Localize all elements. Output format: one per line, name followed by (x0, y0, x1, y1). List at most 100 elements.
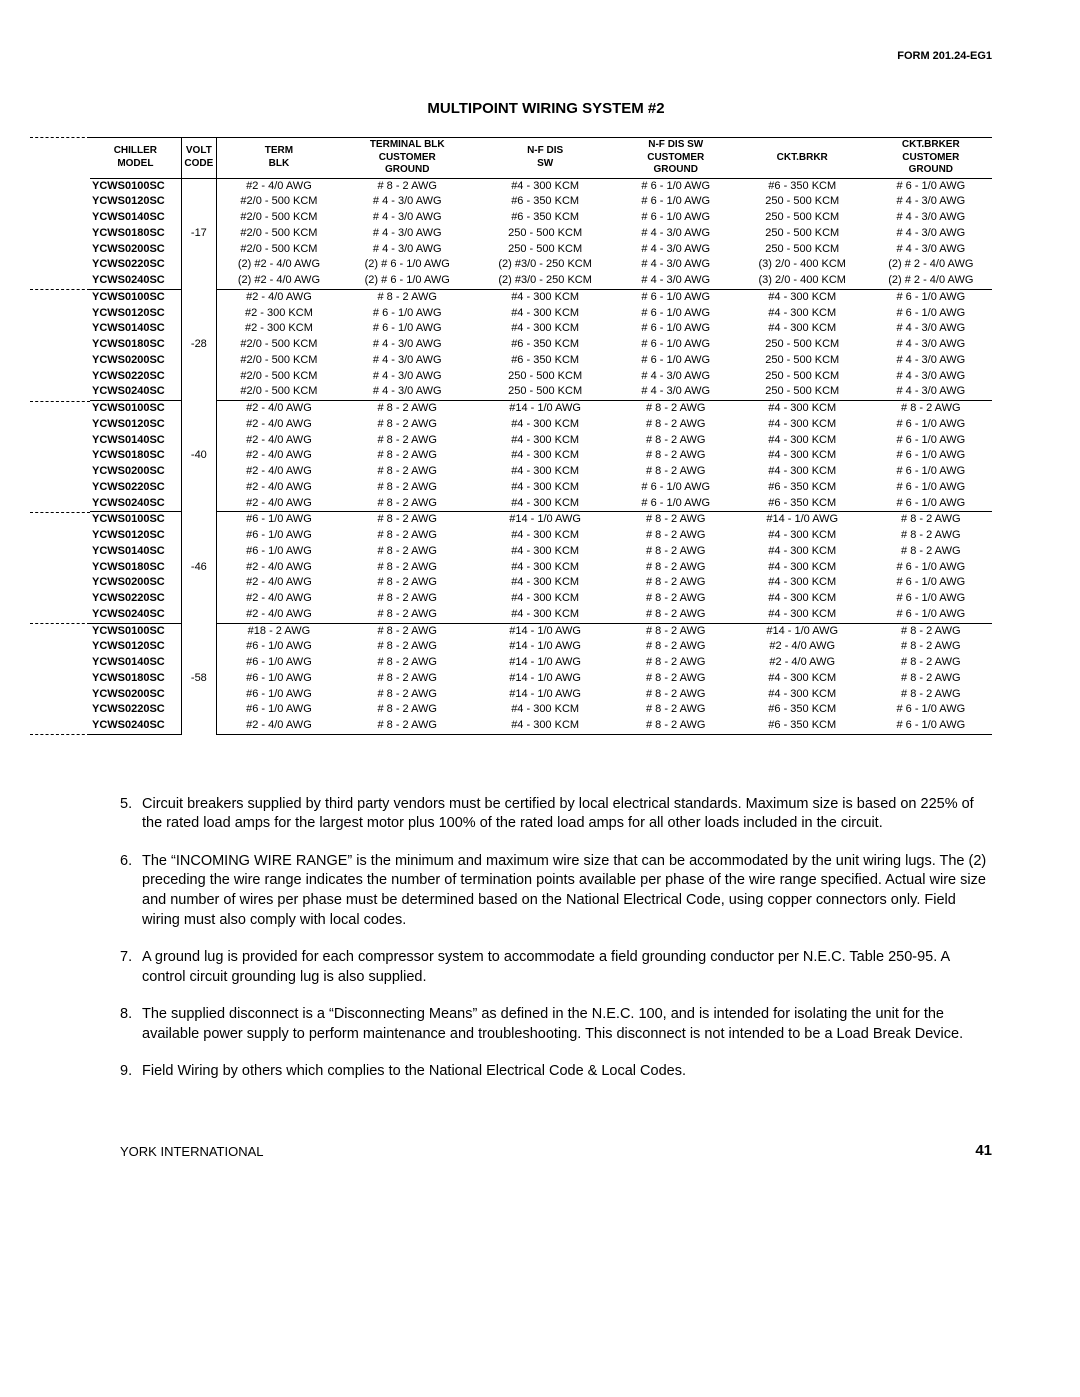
cell-value: 250 - 500 KCM (735, 369, 870, 385)
col-header: N-F DIS SWCUSTOMERGROUND (617, 138, 735, 179)
cell-value: #6 - 350 KCM (735, 178, 870, 194)
cell-value: #4 - 300 KCM (735, 575, 870, 591)
cell-value: #6 - 350 KCM (474, 353, 617, 369)
cell-value: #4 - 300 KCM (474, 718, 617, 734)
cell-model: YCWS0240SC (90, 718, 181, 734)
cell-model: YCWS0200SC (90, 353, 181, 369)
cell-value: # 4 - 3/0 AWG (617, 384, 735, 400)
dash-marker (30, 734, 90, 735)
note-text: The “INCOMING WIRE RANGE” is the minimum… (142, 852, 992, 930)
cell-value: # 4 - 3/0 AWG (617, 257, 735, 273)
cell-model: YCWS0140SC (90, 433, 181, 449)
cell-value: # 8 - 2 AWG (617, 401, 735, 417)
cell-value: 250 - 500 KCM (735, 353, 870, 369)
table-row: YCWS0120SC#6 - 1/0 AWG# 8 - 2 AWG#14 - 1… (90, 639, 992, 655)
table-row: YCWS0240SC#2 - 4/0 AWG# 8 - 2 AWG#4 - 30… (90, 607, 992, 623)
cell-value: # 8 - 2 AWG (341, 496, 474, 512)
cell-value: # 8 - 2 AWG (617, 607, 735, 623)
page-title: MULTIPOINT WIRING SYSTEM #2 (100, 100, 992, 117)
cell-model: YCWS0220SC (90, 591, 181, 607)
cell-value: #14 - 1/0 AWG (474, 655, 617, 671)
cell-value: # 6 - 1/0 AWG (870, 480, 992, 496)
form-id: FORM 201.24-EG1 (897, 50, 992, 62)
cell-model: YCWS0180SC (90, 448, 181, 464)
cell-value: #2 - 4/0 AWG (735, 639, 870, 655)
cell-value: # 6 - 1/0 AWG (870, 560, 992, 576)
table-row: YCWS0240SC #2 - 4/0 AWG # 8 - 2 AWG#4 - 30… (90, 718, 992, 734)
cell-value: #4 - 300 KCM (735, 687, 870, 703)
cell-model: YCWS0200SC (90, 464, 181, 480)
cell-value: # 4 - 3/0 AWG (341, 369, 474, 385)
cell-model: YCWS0100SC (90, 512, 181, 528)
cell-value: 250 - 500 KCM (735, 337, 870, 353)
cell-value: # 8 - 2 AWG (341, 591, 474, 607)
cell-model: YCWS0100SC (90, 178, 181, 194)
cell-value: #14 - 1/0 AWG (474, 401, 617, 417)
cell-value: #6 - 1/0 AWG (216, 687, 340, 703)
cell-value: #4 - 300 KCM (735, 433, 870, 449)
cell-value: #2 - 300 KCM (216, 306, 340, 322)
cell-value: #2 - 4/0 AWG (216, 607, 340, 623)
footer: YORK INTERNATIONAL 41 (120, 1142, 992, 1159)
table-row: YCWS0100SC-58#18 - 2 AWG# 8 - 2 AWG#14 -… (90, 623, 992, 639)
cell-value: # 6 - 1/0 AWG (617, 353, 735, 369)
cell-value: # 8 - 2 AWG (617, 528, 735, 544)
cell-value: #4 - 300 KCM (474, 575, 617, 591)
note-item: 5.Circuit breakers supplied by third par… (120, 795, 992, 834)
cell-value: # 8 - 2 AWG (341, 671, 474, 687)
cell-value: #4 - 300 KCM (474, 480, 617, 496)
cell-value: #14 - 1/0 AWG (735, 512, 870, 528)
note-item: 7.A ground lug is provided for each comp… (120, 948, 992, 987)
cell-value: # 4 - 3/0 AWG (870, 210, 992, 226)
note-number: 9. (120, 1062, 142, 1082)
cell-value: # 8 - 2 AWG (341, 417, 474, 433)
cell-value: # 8 - 2 AWG (341, 687, 474, 703)
cell-value: #14 - 1/0 AWG (474, 623, 617, 639)
cell-value: #4 - 300 KCM (474, 448, 617, 464)
cell-value: # 4 - 3/0 AWG (341, 353, 474, 369)
cell-value: #2 - 4/0 AWG (216, 433, 340, 449)
cell-value: #4 - 300 KCM (474, 496, 617, 512)
cell-value: #2 - 4/0 AWG (216, 448, 340, 464)
cell-value: # 6 - 1/0 AWG (870, 448, 992, 464)
table-row: YCWS0100SC-46#6 - 1/0 AWG# 8 - 2 AWG#14 … (90, 512, 992, 528)
cell-value: #2 - 4/0 AWG (216, 591, 340, 607)
cell-value: # 4 - 3/0 AWG (870, 337, 992, 353)
cell-value: 250 - 500 KCM (474, 226, 617, 242)
cell-value: (3) 2/0 - 400 KCM (735, 273, 870, 289)
cell-value: # 8 - 2 AWG (617, 718, 735, 734)
wiring-table: CHILLERMODELVOLTCODETERMBLKTERMINAL BLKC… (90, 137, 992, 735)
table-row: YCWS0200SC#2 - 4/0 AWG# 8 - 2 AWG#4 - 30… (90, 575, 992, 591)
table-row: YCWS0220SC #2 - 4/0 AWG# 8 - 2 AWG#4 - 30… (90, 591, 992, 607)
table-row: YCWS0140SC#6 - 1/0 AWG# 8 - 2 AWG#14 - 1… (90, 655, 992, 671)
cell-value: # 4 - 3/0 AWG (617, 369, 735, 385)
cell-value: #14 - 1/0 AWG (474, 671, 617, 687)
cell-value: #6 - 1/0 AWG (216, 512, 340, 528)
table-row: YCWS0240SC#2 - 4/0 AWG# 8 - 2 AWG#4 - 30… (90, 496, 992, 512)
table-row: YCWS0120SC#2 - 300 KCM# 6 - 1/0 AWG#4 - … (90, 306, 992, 322)
cell-value: # 8 - 2 AWG (870, 512, 992, 528)
cell-value: # 6 - 1/0 AWG (870, 289, 992, 305)
cell-value: # 6 - 1/0 AWG (617, 289, 735, 305)
table-header-row: CHILLERMODELVOLTCODETERMBLKTERMINAL BLKC… (90, 138, 992, 179)
col-header: TERMINAL BLKCUSTOMERGROUND (341, 138, 474, 179)
cell-value: #2 - 4/0 AWG (216, 718, 340, 734)
cell-value: # 8 - 2 AWG (617, 417, 735, 433)
cell-value: # 6 - 1/0 AWG (870, 178, 992, 194)
cell-value: (2) # 2 - 4/0 AWG (870, 273, 992, 289)
cell-value: # 6 - 1/0 AWG (870, 464, 992, 480)
cell-model: YCWS0180SC (90, 337, 181, 353)
dash-marker (30, 137, 90, 138)
cell-value: #2 - 4/0 AWG (216, 480, 340, 496)
cell-value: #2/0 - 500 KCM (216, 242, 340, 258)
dash-marker (30, 623, 90, 624)
note-item: 9.Field Wiring by others which complies … (120, 1062, 992, 1082)
cell-value: # 6 - 1/0 AWG (870, 417, 992, 433)
table-row: YCWS0220SC(2) #2 - 4/0 AWG(2) # 6 - 1/0 … (90, 257, 992, 273)
cell-value: (2) #2 - 4/0 AWG (216, 257, 340, 273)
cell-model: YCWS0100SC (90, 623, 181, 639)
cell-model: YCWS0140SC (90, 210, 181, 226)
cell-value: #4 - 300 KCM (735, 306, 870, 322)
cell-value: # 8 - 2 AWG (870, 623, 992, 639)
cell-value: #4 - 300 KCM (474, 591, 617, 607)
